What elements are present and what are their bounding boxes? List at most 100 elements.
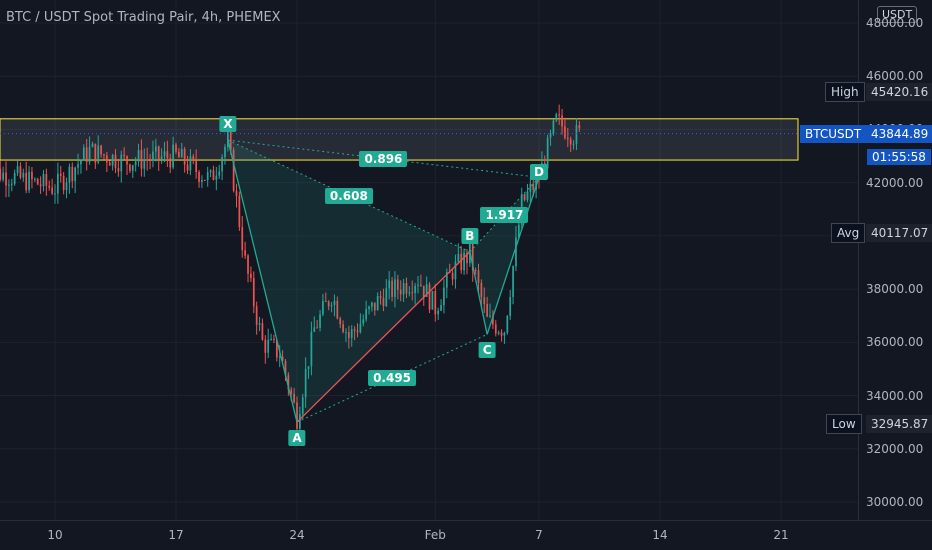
candle-body xyxy=(146,159,149,161)
ratio-bd[interactable]: 1.917 xyxy=(480,206,529,223)
candle-body xyxy=(33,178,36,180)
candle-body xyxy=(304,368,307,398)
candle-body xyxy=(226,130,229,147)
candle-body xyxy=(198,172,200,182)
candle-body xyxy=(54,193,56,195)
pattern-point-a[interactable]: A xyxy=(288,430,306,447)
candle-body xyxy=(552,120,555,134)
candle-body xyxy=(561,115,563,127)
candle-body xyxy=(327,301,330,307)
candle-body xyxy=(149,160,151,162)
candle-body xyxy=(215,175,218,180)
candle-body xyxy=(258,323,261,325)
candle-body xyxy=(572,143,575,145)
candle-body xyxy=(549,133,552,138)
price-axis-divider xyxy=(858,0,859,520)
candle-body xyxy=(497,332,500,334)
candle-body xyxy=(172,144,174,168)
candle-body xyxy=(489,315,491,317)
pattern-triangle-xab xyxy=(227,140,470,423)
candle-body xyxy=(535,175,537,190)
avg-value: 40117.07 xyxy=(866,223,932,242)
candle-body xyxy=(299,414,301,429)
candle-body xyxy=(428,284,431,310)
candle-body xyxy=(365,309,368,320)
pattern-triangle-bcd xyxy=(469,177,539,335)
candle-body xyxy=(65,182,68,191)
candle-body xyxy=(22,172,25,178)
leg-xa xyxy=(227,139,298,423)
candle-body xyxy=(330,305,333,307)
chart-title: BTC / USDT Spot Trading Pair, 4h, PHEMEX xyxy=(6,10,281,25)
candle-body xyxy=(163,151,166,157)
candle-body xyxy=(267,339,270,353)
candle-body xyxy=(310,331,313,367)
pattern-point-x[interactable]: X xyxy=(219,116,237,133)
candle-body xyxy=(529,183,532,192)
candle-body xyxy=(307,366,310,369)
candle-body xyxy=(77,164,79,168)
candle-body xyxy=(509,297,512,316)
candle-body xyxy=(523,194,526,200)
ratio-ab[interactable]: 0.608 xyxy=(324,187,373,204)
candle-body xyxy=(486,303,489,317)
current-price-value: 43844.89 xyxy=(866,124,932,143)
pattern-point-b[interactable]: B xyxy=(461,227,479,244)
candle-body xyxy=(51,187,53,194)
low-value: 32945.87 xyxy=(866,414,932,433)
candle-body xyxy=(221,157,223,172)
candle-body xyxy=(82,147,85,161)
candle-body xyxy=(376,296,379,311)
pattern-point-d[interactable]: D xyxy=(530,164,548,181)
candle-body xyxy=(434,290,437,315)
candle-body xyxy=(569,139,572,145)
candle-body xyxy=(114,154,117,169)
candle-body xyxy=(5,172,7,186)
candle-body xyxy=(31,171,33,180)
candle-body xyxy=(350,329,353,338)
ratio-xb[interactable]: 0.896 xyxy=(359,150,408,167)
candle-body xyxy=(111,154,114,166)
candle-body xyxy=(178,151,180,158)
currency-badge[interactable]: USDT xyxy=(877,6,918,23)
time-tick-label: 10 xyxy=(47,528,63,542)
candle-body xyxy=(166,151,169,159)
price-tick-label: 46000.00 xyxy=(866,69,924,84)
leg-bc xyxy=(469,251,488,335)
candle-body xyxy=(345,332,347,334)
candle-body xyxy=(578,125,581,129)
candle-body xyxy=(195,160,198,173)
candle-body xyxy=(97,145,100,163)
price-tick-label: 48000.00 xyxy=(866,16,924,30)
candle-body xyxy=(247,255,249,274)
candle-body xyxy=(252,278,255,307)
candle-body xyxy=(8,184,10,186)
candle-body xyxy=(281,356,284,361)
candle-body xyxy=(94,143,97,163)
candle-body xyxy=(100,145,102,155)
high-label: High xyxy=(825,81,865,102)
candle-body xyxy=(394,279,396,297)
candle-body xyxy=(91,143,94,147)
candle-body xyxy=(319,314,321,328)
candle-body xyxy=(10,183,13,185)
ratio-ac[interactable]: 0.495 xyxy=(368,370,417,387)
candle-body xyxy=(342,324,344,333)
candle-body xyxy=(448,272,451,274)
candle-body xyxy=(379,296,382,299)
candle-body xyxy=(290,389,293,394)
candle-body xyxy=(108,162,111,166)
candle-body xyxy=(212,170,215,180)
candle-body xyxy=(2,172,5,180)
candle-body xyxy=(437,310,440,315)
candle-body xyxy=(45,173,48,186)
candle-body xyxy=(137,150,140,162)
candle-body xyxy=(192,156,195,161)
candle-body xyxy=(175,144,177,152)
candle-body xyxy=(284,360,287,376)
candle-body xyxy=(471,243,474,271)
pattern-point-c[interactable]: C xyxy=(478,342,496,359)
candle-body xyxy=(62,175,65,191)
